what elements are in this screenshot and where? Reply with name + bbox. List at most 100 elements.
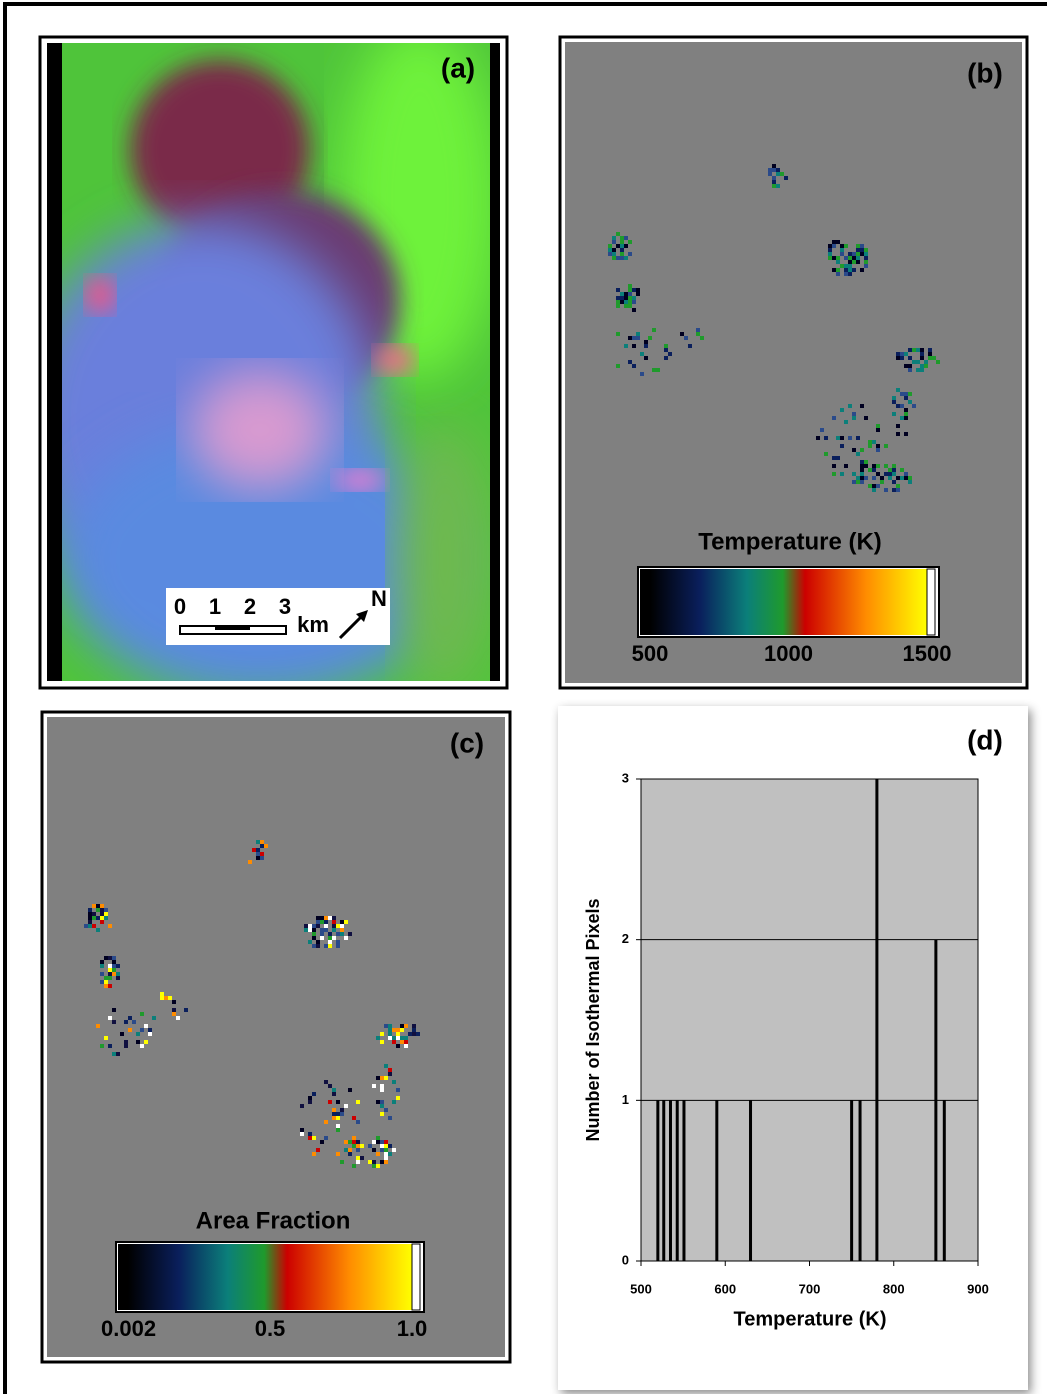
fire-pixel xyxy=(380,1148,384,1152)
fire-pixel xyxy=(356,1100,360,1104)
fire-pixel xyxy=(860,476,864,480)
fire-pixel xyxy=(400,1040,404,1044)
fire-pixel xyxy=(640,372,644,376)
fire-pixel xyxy=(376,1036,380,1040)
scale-tick-label: 0 xyxy=(174,594,186,619)
fire-pixel xyxy=(336,1116,340,1120)
fire-pixel xyxy=(92,916,96,920)
fire-pixel xyxy=(344,1148,348,1152)
fire-pixel xyxy=(860,248,864,252)
colorbar-tick-label: 0.002 xyxy=(101,1316,156,1341)
fire-pixel xyxy=(656,368,660,372)
fire-pixel xyxy=(140,1028,144,1032)
fire-pixel xyxy=(880,480,884,484)
fire-pixel xyxy=(88,924,92,928)
fire-pixel xyxy=(664,348,668,352)
fire-pixel xyxy=(380,1144,384,1148)
fire-pixel xyxy=(340,928,344,932)
vegetation xyxy=(395,420,490,681)
fire-pixel xyxy=(100,980,104,984)
plot-area xyxy=(640,778,979,1262)
fire-pixel xyxy=(632,344,636,348)
fire-pixel xyxy=(856,476,860,480)
fire-pixel xyxy=(88,908,92,912)
fire-pixel xyxy=(88,916,92,920)
fire-pixel xyxy=(616,244,620,248)
fire-pixel xyxy=(388,1032,392,1036)
fire-pixel xyxy=(872,484,876,488)
fire-pixel xyxy=(628,284,632,288)
fire-pixel xyxy=(636,288,640,292)
fire-pixel xyxy=(908,364,912,368)
fire-pixel xyxy=(864,416,868,420)
bar xyxy=(934,939,938,1261)
fire-pixel xyxy=(844,244,848,248)
fire-pixel xyxy=(904,364,908,368)
fire-pixel xyxy=(884,464,888,468)
fire-pixel xyxy=(624,296,628,300)
fire-pixel xyxy=(256,848,260,852)
fire-pixel xyxy=(900,468,904,472)
fire-pixel xyxy=(840,408,844,412)
fire-pixel xyxy=(856,248,860,252)
fire-pixel xyxy=(620,296,624,300)
x-tick-label: 900 xyxy=(967,1281,989,1296)
fire-pixel xyxy=(628,288,632,292)
fire-pixel xyxy=(88,920,92,924)
fire-pixel xyxy=(124,1040,128,1044)
fire-pixel xyxy=(696,328,700,332)
colorbar-title: Area Fraction xyxy=(196,1207,351,1234)
fire-pixel xyxy=(864,476,868,480)
fire-pixel xyxy=(876,448,880,452)
fire-pixel xyxy=(88,912,92,916)
fire-pixel xyxy=(628,292,632,296)
fire-pixel xyxy=(100,960,104,964)
fire-pixel xyxy=(860,244,864,248)
fire-pixel xyxy=(136,1032,140,1036)
fire-pixel xyxy=(332,936,336,940)
fire-pixel xyxy=(836,240,840,244)
scale-unit: km xyxy=(297,612,329,637)
fire-pixel xyxy=(392,1080,396,1084)
fire-pixel xyxy=(112,1020,116,1024)
fire-pixel xyxy=(384,1024,388,1028)
fire-pixel xyxy=(320,1140,324,1144)
fire-pixel xyxy=(840,472,844,476)
colorbar-tick-label: 0.5 xyxy=(255,1316,286,1341)
fire-pixel xyxy=(620,248,624,252)
fire-pixel xyxy=(328,936,332,940)
fire-pixel xyxy=(876,484,880,488)
fire-pixel xyxy=(104,980,108,984)
fire-pixel xyxy=(308,1096,312,1100)
fire-pixel xyxy=(652,368,656,372)
fire-pixel xyxy=(312,932,316,936)
fire-pixel xyxy=(256,840,260,844)
fire-pixel xyxy=(852,256,856,260)
fire-pixel xyxy=(908,480,912,484)
fire-pixel xyxy=(852,268,856,272)
fire-pixel xyxy=(308,1100,312,1104)
fire-pixel xyxy=(316,920,320,924)
fire-pixel xyxy=(360,1156,364,1160)
colorbar-tick-label: 1000 xyxy=(764,641,813,666)
fire-pixel xyxy=(624,236,628,240)
fire-pixel xyxy=(924,360,928,364)
fire-pixel xyxy=(160,992,164,996)
fire-pixel xyxy=(920,352,924,356)
fire-pixel xyxy=(132,1020,136,1024)
fire-pixel xyxy=(628,296,632,300)
fire-pixel xyxy=(888,472,892,476)
fire-pixel xyxy=(372,1084,376,1088)
fire-pixel xyxy=(628,360,632,364)
fire-pixel xyxy=(316,944,320,948)
fire-pixel xyxy=(904,432,908,436)
fire-pixel xyxy=(392,1036,396,1040)
y-tick-label: 2 xyxy=(622,931,629,946)
fire-pixel xyxy=(148,1032,152,1036)
fire-pixel xyxy=(336,1152,340,1156)
fire-pixel xyxy=(144,1024,148,1028)
fire-pixel xyxy=(264,844,268,848)
fire-pixel xyxy=(352,1164,356,1168)
colorbar-title: Temperature (K) xyxy=(698,528,882,555)
fire-pixel xyxy=(876,464,880,468)
